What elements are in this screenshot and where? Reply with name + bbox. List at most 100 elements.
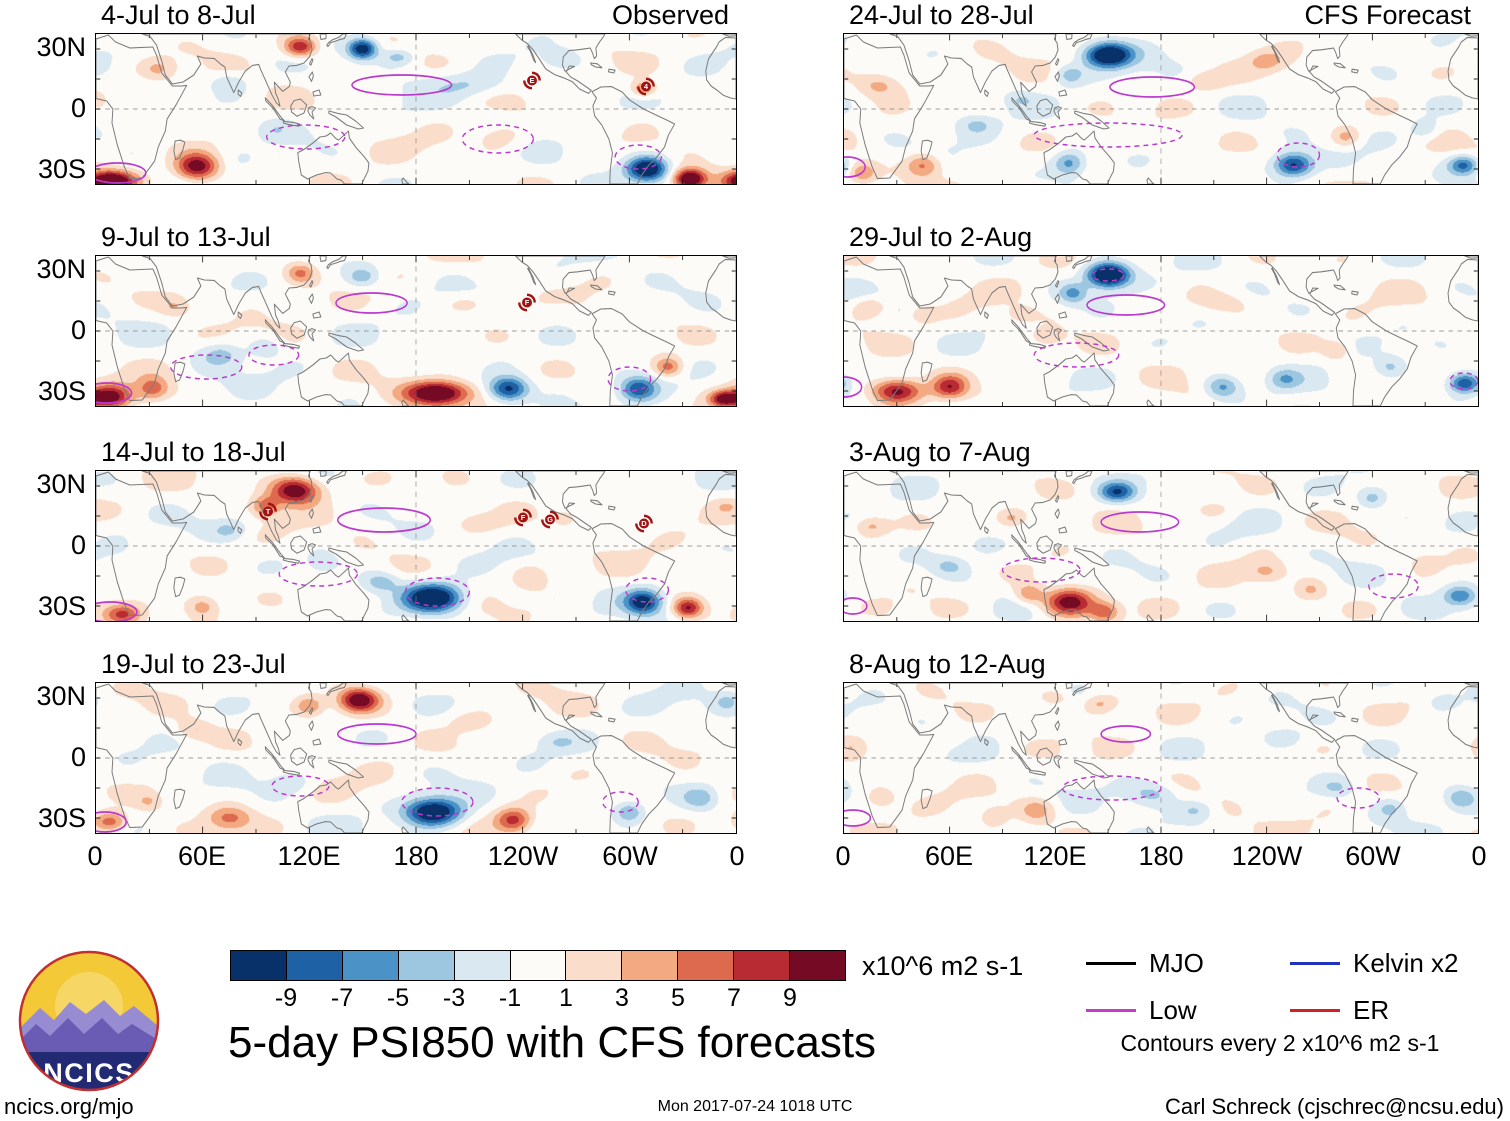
tropical-cyclone-icon: F [514, 508, 532, 527]
contour-legend: MJO Kelvin x2 Low ER [1086, 948, 1484, 1026]
footer-credit: Carl Schreck (cjschrec@ncsu.edu) [1165, 1094, 1504, 1119]
map-panel [95, 255, 737, 407]
low-contour [1033, 122, 1183, 148]
x-axis-tick-label: 120E [277, 841, 341, 871]
low-contour [278, 561, 358, 587]
low-contour [351, 74, 453, 96]
coastlines [96, 471, 736, 621]
y-axis-tick-label: 30S [37, 803, 86, 833]
legend-line-swatch [1086, 1009, 1136, 1012]
x-axis-tick-label: 60E [924, 841, 974, 871]
panel-title: 29-Jul to 2-Aug [849, 222, 1033, 252]
map-overlay [96, 683, 736, 833]
storm-marker: T [259, 502, 277, 525]
y-axis-tick-label: 30N [36, 254, 86, 284]
coastlines [844, 683, 1478, 833]
logo-ring [18, 950, 160, 1092]
panel-title: 8-Aug to 12-Aug [849, 649, 1046, 679]
map-panel [95, 33, 737, 185]
y-axis-tick-label: 30S [37, 154, 86, 184]
colorbar-tick-label: 3 [615, 984, 629, 1012]
map-panel [843, 470, 1479, 622]
coastlines [96, 34, 736, 184]
footer-url: ncics.org/mjo [4, 1094, 134, 1119]
low-contour [844, 597, 868, 615]
coastlines [844, 256, 1478, 406]
low-contour [271, 775, 330, 797]
legend-label: Kelvin x2 [1353, 948, 1459, 978]
low-contour [404, 577, 470, 607]
x-axis-tick-label: 120E [1023, 841, 1087, 871]
map-overlay [844, 34, 1478, 184]
colorbar-tick-label: -3 [442, 984, 466, 1012]
low-contour [170, 354, 243, 380]
x-axis-tick-label: 120W [487, 841, 559, 871]
low-contour [96, 811, 127, 833]
y-axis-tick-label: 0 [70, 93, 86, 123]
y-axis-tick-label: 30N [36, 681, 86, 711]
map-overlay [96, 256, 736, 406]
panel-title: 24-Jul to 28-Jul [849, 0, 1034, 30]
colorbar: -9 -7 -5 -3 -1 1 3 5 7 9 [230, 950, 846, 1022]
colorbar-swatch [733, 951, 790, 980]
svg-text:4: 4 [644, 82, 649, 91]
figure-title: 5-day PSI850 with CFS forecasts [228, 1018, 877, 1067]
x-axis-tick-label: 0 [835, 841, 851, 871]
low-contour [96, 601, 138, 621]
tropical-cyclone-icon: 4 [637, 77, 655, 96]
ncics-logo: NCICS [18, 950, 160, 1092]
y-axis-tick-label: 30N [36, 32, 86, 62]
colorbar-tick-label: 5 [671, 984, 685, 1012]
low-contour [1086, 294, 1166, 316]
low-contour [602, 791, 639, 813]
colorbar-swatch [677, 951, 734, 980]
x-axis-tick-label: 0 [87, 841, 103, 871]
low-contour [1109, 76, 1196, 98]
panel-title: 4-Jul to 8-Jul [101, 0, 256, 30]
storm-marker: D [635, 514, 654, 537]
x-axis-tick-label: 0 [1471, 841, 1487, 871]
low-contour [1276, 142, 1321, 168]
legend-entry: MJO [1086, 948, 1280, 979]
storm-marker: F [517, 293, 536, 316]
legend-line-swatch [1086, 962, 1136, 965]
legend-entry: ER [1290, 995, 1484, 1026]
column-header: Observed [611, 0, 729, 30]
legend-line-swatch [1290, 962, 1340, 965]
panel-title: 14-Jul to 18-Jul [101, 437, 286, 467]
colorbar-tick-label: 1 [559, 984, 573, 1012]
x-axis-tick-label: 60W [1345, 841, 1401, 871]
colorbar-tick-label: -7 [330, 984, 354, 1012]
map-panel [843, 682, 1479, 834]
x-axis-tick-label: 180 [1138, 841, 1184, 871]
colorbar-tick-label: -1 [498, 984, 522, 1012]
low-contour [1033, 342, 1120, 368]
legend-label: MJO [1149, 948, 1204, 978]
low-contour [337, 507, 431, 533]
map-panel [843, 255, 1479, 407]
map-overlay [844, 471, 1478, 621]
legend-label: Low [1149, 995, 1197, 1025]
colorbar-swatch [231, 951, 286, 980]
low-contour [844, 376, 863, 398]
coastlines [844, 471, 1478, 621]
storm-marker: 4 [637, 77, 655, 100]
storm-marker: G [540, 510, 559, 533]
x-axis-tick-label: 0 [729, 841, 745, 871]
coastlines [844, 34, 1478, 184]
colorbar-swatch [453, 951, 510, 980]
low-contour [337, 723, 417, 745]
x-axis-tick-label: 60W [602, 841, 658, 871]
y-axis-tick-label: 30S [37, 591, 86, 621]
low-contour [614, 144, 662, 170]
panel-title: 3-Aug to 7-Aug [849, 437, 1031, 467]
low-contour [1100, 725, 1152, 743]
svg-text:F: F [524, 298, 529, 307]
column-header: CFS Forecast [1304, 0, 1471, 30]
svg-text:T: T [266, 507, 271, 516]
y-axis-tick-label: 30S [37, 376, 86, 406]
colorbar-tick-label: -5 [386, 984, 410, 1012]
low-contour [401, 787, 474, 817]
svg-text:E: E [529, 76, 534, 85]
